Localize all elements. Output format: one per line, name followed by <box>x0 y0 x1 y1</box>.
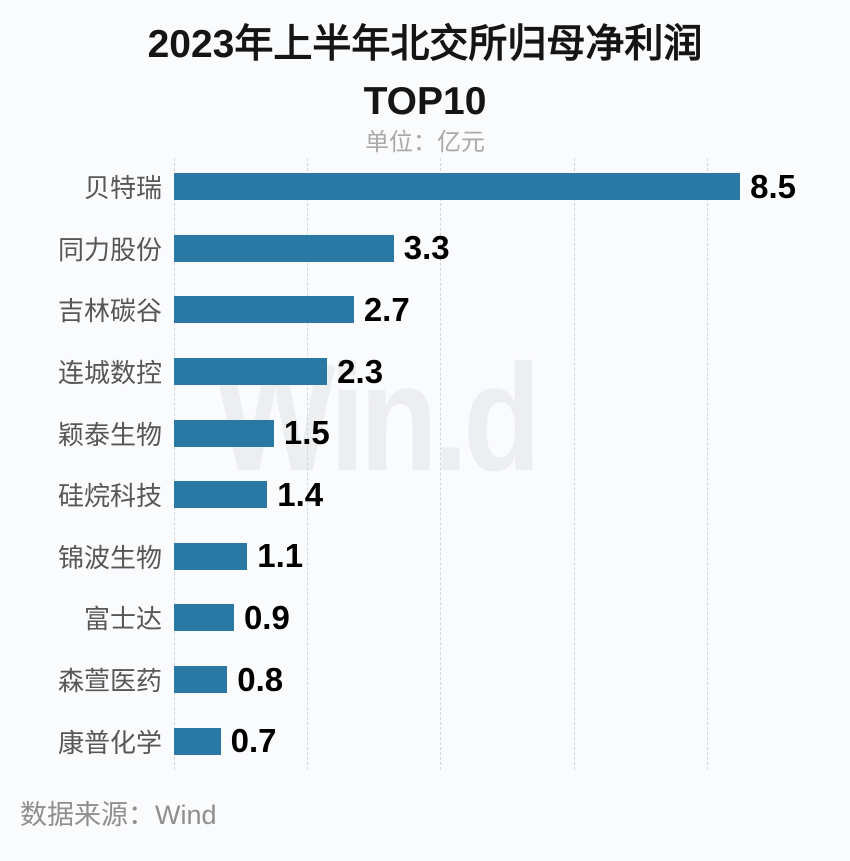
category-label: 颖泰生物 <box>57 419 162 450</box>
data-source: 数据来源：Wind <box>20 800 217 830</box>
bar <box>174 173 741 201</box>
value-label: 0.9 <box>243 598 290 636</box>
chart-title: 2023年上半年北交所归母净利润 TOP10 <box>0 16 850 130</box>
gridline <box>174 158 175 770</box>
value-label: 0.8 <box>237 660 284 698</box>
chart-title-line1: 2023年上半年北交所归母净利润 <box>147 23 703 66</box>
bar-row: 同力股份 3.3 <box>0 218 850 280</box>
bar-track: 2.7 <box>174 291 850 329</box>
bar-track: 2.3 <box>174 353 850 391</box>
category-label: 同力股份 <box>57 234 162 265</box>
category-label: 康普化学 <box>57 727 162 758</box>
bar-row: 硅烷科技 1.4 <box>0 464 850 526</box>
bar <box>174 542 248 570</box>
bar-track: 0.8 <box>174 661 850 699</box>
category-label: 硅烷科技 <box>57 481 162 512</box>
bar <box>174 604 234 632</box>
bar-chart: 贝特瑞 8.5 同力股份 3.3 吉林碳谷 2.7 连城数控 2.3 颖泰生物 1.5 硅烷科技 1.… <box>0 156 850 772</box>
bar-track: 3.3 <box>174 229 850 267</box>
bar-track: 1.1 <box>174 537 850 575</box>
bar-row: 贝特瑞 8.5 <box>0 156 850 218</box>
bar <box>174 419 274 447</box>
bar-track: 8.5 <box>174 168 850 206</box>
value-label: 1.1 <box>257 537 304 575</box>
gridline <box>307 158 309 770</box>
bar-rows: 贝特瑞 8.5 同力股份 3.3 吉林碳谷 2.7 连城数控 2.3 颖泰生物 1.5 硅烷科技 1.… <box>0 156 850 772</box>
bar-track: 0.9 <box>174 599 850 637</box>
bar-row: 富士达 0.9 <box>0 587 850 649</box>
value-label: 8.5 <box>750 167 796 205</box>
category-label: 贝特瑞 <box>83 173 162 204</box>
bar-row: 连城数控 2.3 <box>0 341 850 403</box>
value-label: 1.4 <box>277 475 324 513</box>
value-label: 2.7 <box>363 290 410 328</box>
chart-unit-subtitle: 单位：亿元 <box>365 129 485 156</box>
value-label: 3.3 <box>403 229 450 267</box>
bar <box>174 234 394 262</box>
bar <box>174 358 328 386</box>
gridlines-area <box>174 158 841 770</box>
gridline <box>573 158 575 770</box>
category-label: 连城数控 <box>57 358 162 389</box>
bar-row: 吉林碳谷 2.7 <box>0 279 850 341</box>
value-label: 1.5 <box>283 414 330 452</box>
category-label: 森萱医药 <box>57 666 162 697</box>
gridline <box>706 158 708 770</box>
bar-track: 1.4 <box>174 476 850 514</box>
bar <box>174 727 221 755</box>
bar-row: 锦波生物 1.1 <box>0 526 850 588</box>
bar-row: 康普化学 0.7 <box>0 710 850 772</box>
chart-title-line2: TOP10 <box>363 80 487 123</box>
category-label: 吉林碳谷 <box>57 296 162 327</box>
bar-track: 0.7 <box>174 722 850 760</box>
bar <box>174 296 354 324</box>
value-label: 2.3 <box>337 352 384 390</box>
bar-track: 1.5 <box>174 414 850 452</box>
bar-row: 颖泰生物 1.5 <box>0 402 850 464</box>
bar <box>174 481 268 509</box>
value-label: 0.7 <box>230 722 277 760</box>
category-label: 锦波生物 <box>57 542 162 573</box>
gridline <box>440 158 442 770</box>
bar-row: 森萱医药 0.8 <box>0 649 850 711</box>
bar <box>174 666 228 694</box>
category-label: 富士达 <box>83 604 162 635</box>
